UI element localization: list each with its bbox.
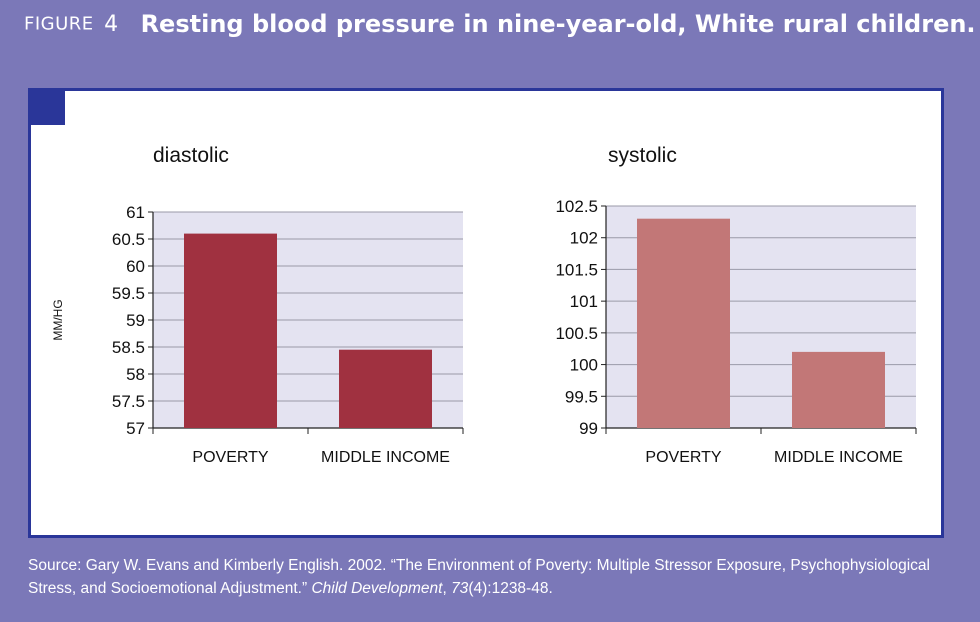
diastolic-ytick-label: 60.5 <box>112 230 145 249</box>
diastolic-ytick-label: 59.5 <box>112 284 145 303</box>
systolic-ytick-label: 102.5 <box>555 197 598 216</box>
figure-label: FIGURE <box>24 13 94 35</box>
diastolic-category-label: MIDDLE INCOME <box>321 449 450 466</box>
systolic-bar-poverty <box>637 218 730 428</box>
diastolic-ytick-label: 59 <box>126 311 145 330</box>
source-pages: :1238-48. <box>487 580 553 597</box>
diastolic-chart-title: diastolic <box>153 144 229 167</box>
chart-panel: 57 57.5 58 58.5 59 59.5 60 60.5 61 POVERTY MIDDLE … <box>28 88 944 538</box>
systolic-chart-title: systolic <box>608 144 677 167</box>
source-issue: (4) <box>468 580 488 597</box>
diastolic-ytick-label: 58.5 <box>112 338 145 357</box>
diastolic-bar-poverty <box>184 233 277 428</box>
figure-header: FIGURE 4 Resting blood pressure in nine-… <box>24 10 976 38</box>
systolic-ytick-label: 100 <box>570 356 598 375</box>
source-citation: Source: Gary W. Evans and Kimberly Engli… <box>28 557 930 597</box>
diastolic-bar-middle-income <box>339 349 432 428</box>
systolic-ytick-label: 99 <box>579 419 598 438</box>
systolic-ytick-label: 102 <box>570 229 598 248</box>
chart-svg: 57 57.5 58 58.5 59 59.5 60 60.5 61 POVERTY MIDDLE … <box>51 144 917 466</box>
diastolic-ytick-label: 61 <box>126 203 145 222</box>
diastolic-y-axis-label: MM/HG <box>51 299 65 340</box>
source-volume: 73 <box>451 580 469 597</box>
systolic-ytick-label: 99.5 <box>565 387 598 406</box>
systolic-category-label: POVERTY <box>645 449 722 466</box>
diastolic-category-label: POVERTY <box>192 449 269 466</box>
source-prefix: Source: Gary W. Evans and Kimberly Engli… <box>28 557 930 597</box>
diastolic-ytick-label: 57 <box>126 419 145 438</box>
systolic-ytick-label: 101 <box>570 292 598 311</box>
figure-number: 4 <box>104 11 119 37</box>
systolic-category-label: MIDDLE INCOME <box>774 449 903 466</box>
panel-corner-block <box>31 91 65 125</box>
diastolic-ytick-label: 58 <box>126 365 145 384</box>
diastolic-ytick-label: 60 <box>126 257 145 276</box>
systolic-bar-middle-income <box>792 351 885 428</box>
diastolic-ytick-label: 57.5 <box>112 392 145 411</box>
systolic-ytick-label: 101.5 <box>555 260 598 279</box>
systolic-ytick-label: 100.5 <box>555 324 598 343</box>
source-journal: Child Development <box>311 580 443 597</box>
figure-title: Resting blood pressure in nine-year-old,… <box>140 10 976 38</box>
